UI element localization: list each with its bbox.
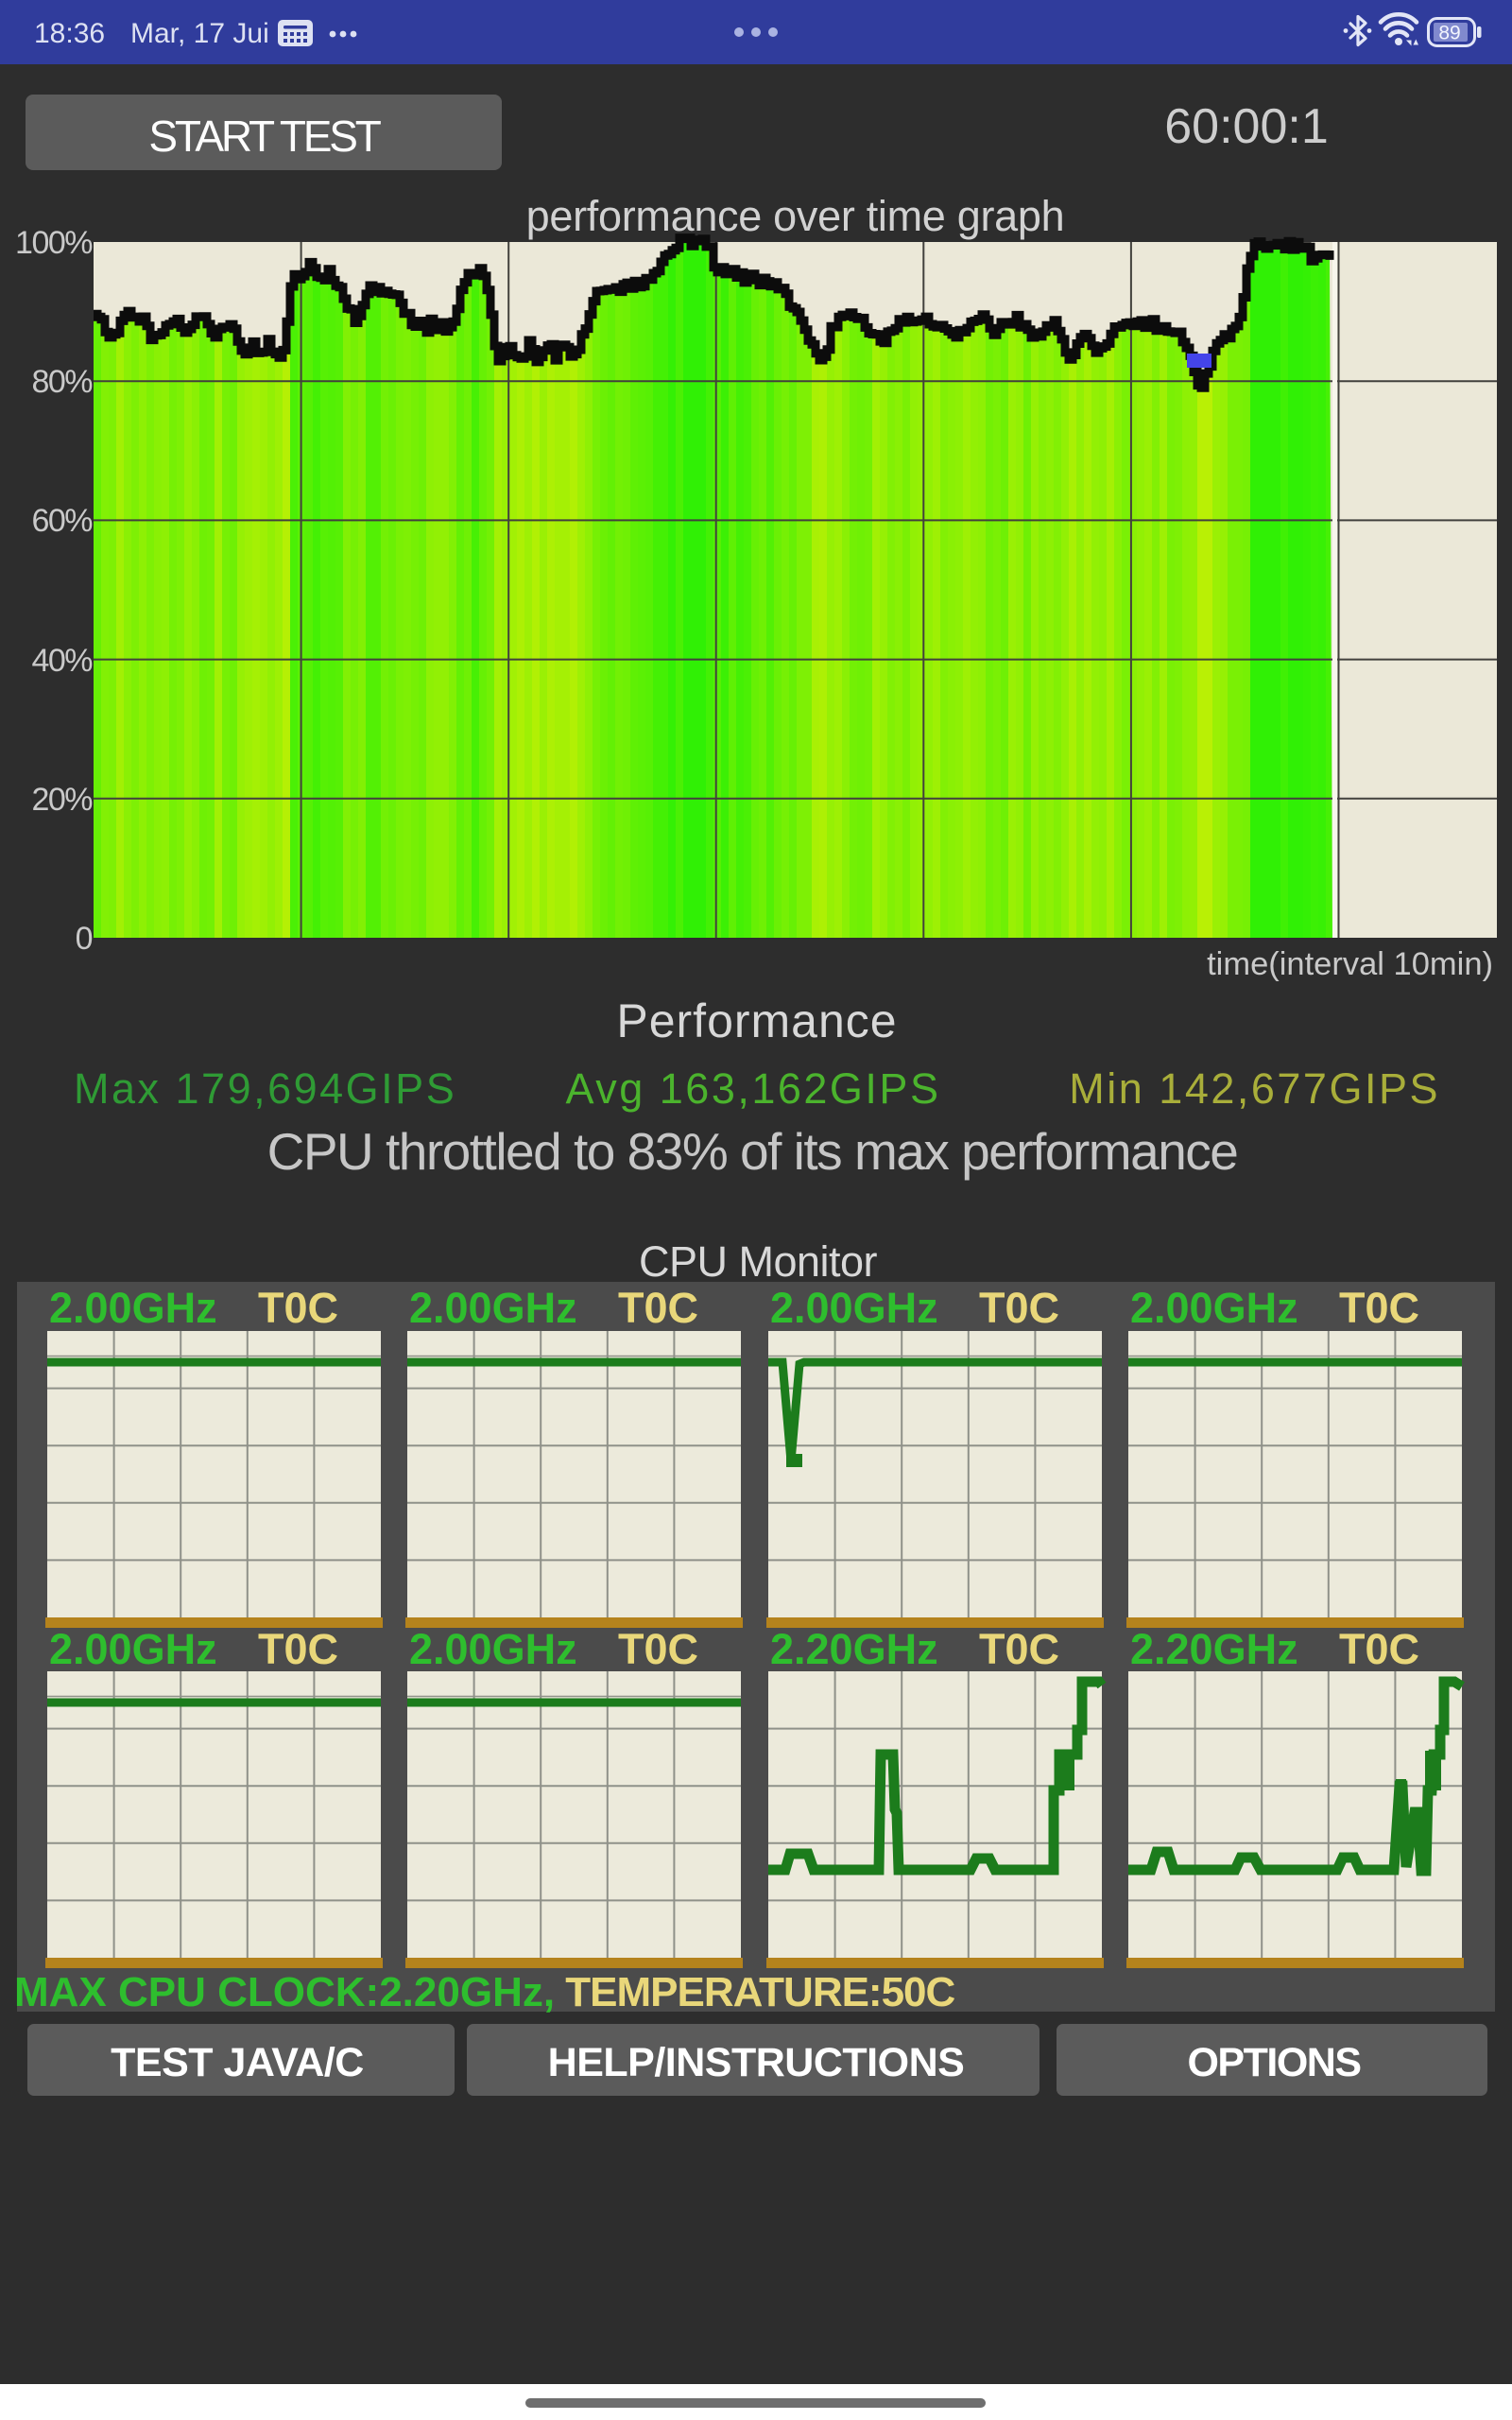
svg-text:80%: 80% [31, 364, 93, 400]
svg-text:Max 179,694GIPS: Max 179,694GIPS [74, 1064, 456, 1113]
svg-text:60:00:1: 60:00:1 [1164, 99, 1329, 154]
svg-text:T0C: T0C [1339, 1625, 1419, 1673]
svg-text:Min 142,677GIPS: Min 142,677GIPS [1069, 1064, 1440, 1113]
svg-text:Avg 163,162GIPS: Avg 163,162GIPS [566, 1064, 941, 1113]
svg-text:2.00GHz: 2.00GHz [1130, 1284, 1298, 1332]
svg-text:2.00GHz: 2.00GHz [409, 1284, 577, 1332]
svg-text:T0C: T0C [979, 1625, 1059, 1673]
svg-text:T0C: T0C [618, 1625, 698, 1673]
svg-text:2.20GHz: 2.20GHz [770, 1625, 938, 1673]
svg-text:20%: 20% [31, 782, 93, 818]
svg-text:T0C: T0C [1339, 1284, 1419, 1332]
svg-text:START TEST: START TEST [148, 112, 381, 161]
svg-text:TEST JAVA/C: TEST JAVA/C [111, 2040, 364, 2085]
svg-text:HELP/INSTRUCTIONS: HELP/INSTRUCTIONS [548, 2040, 965, 2085]
svg-text:performance over time graph: performance over time graph [526, 192, 1065, 240]
svg-text:18:36: 18:36 [34, 18, 105, 49]
svg-text:89: 89 [1438, 23, 1460, 44]
svg-text:MAX CPU CLOCK:2.20GHz, TEMPERA: MAX CPU CLOCK:2.20GHz, TEMPERATURE:50C [14, 1969, 955, 2015]
svg-text:0: 0 [76, 921, 93, 957]
svg-text:T0C: T0C [258, 1284, 338, 1332]
svg-text:Mar, 17 Jui: Mar, 17 Jui [130, 18, 269, 49]
svg-text:CPU throttled to 83% of its ma: CPU throttled to 83% of its max performa… [267, 1122, 1238, 1181]
svg-text:40%: 40% [31, 643, 93, 679]
svg-text:time(interval 10min): time(interval 10min) [1207, 946, 1493, 982]
svg-text:T0C: T0C [979, 1284, 1059, 1332]
svg-text:100%: 100% [15, 225, 93, 261]
svg-text:2.20GHz: 2.20GHz [1130, 1625, 1298, 1673]
svg-text:2.00GHz: 2.00GHz [770, 1284, 938, 1332]
svg-text:T0C: T0C [258, 1625, 338, 1673]
svg-text:Performance: Performance [616, 994, 897, 1047]
svg-text:OPTIONS: OPTIONS [1187, 2040, 1360, 2085]
svg-text:CPU Monitor: CPU Monitor [639, 1237, 878, 1286]
svg-text:2.00GHz: 2.00GHz [409, 1625, 577, 1673]
svg-text:60%: 60% [31, 503, 93, 539]
svg-text:2.00GHz: 2.00GHz [49, 1625, 217, 1673]
svg-text:2.00GHz: 2.00GHz [49, 1284, 217, 1332]
svg-text:T0C: T0C [618, 1284, 698, 1332]
